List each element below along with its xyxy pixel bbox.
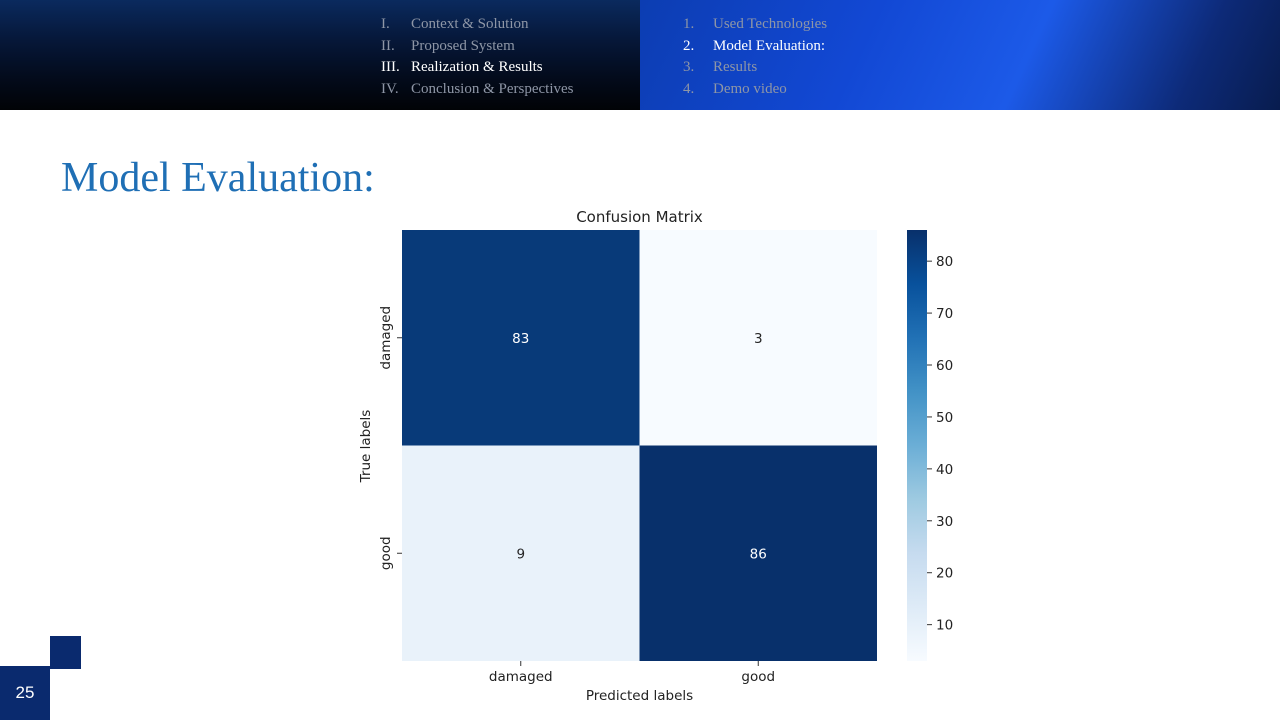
- nav-section-1[interactable]: I. Context & Solution: [381, 14, 573, 36]
- nav-subsection-number: 1.: [683, 16, 695, 32]
- nav-section-label: Context & Solution: [411, 16, 529, 32]
- nav-subsection-number: 4.: [683, 80, 695, 97]
- page-title: Model Evaluation:: [61, 155, 375, 201]
- nav-subsection-number: 3.: [683, 59, 695, 75]
- x-tick-label: good: [741, 669, 775, 685]
- x-axis-ticks: damaged good: [489, 661, 775, 685]
- nav-section-label: Proposed System: [411, 37, 515, 54]
- nav-subsection-label: Model Evaluation:: [713, 37, 826, 54]
- section-nav: I. Context & Solution II. Proposed System …: [381, 14, 573, 100]
- confusion-matrix-chart: Confusion Matrix 83 3 9 86 damaged good dama…: [358, 208, 953, 704]
- x-tick-label: damaged: [489, 669, 553, 685]
- y-tick-label: good: [378, 536, 394, 570]
- nav-section-number: I.: [381, 16, 390, 32]
- x-axis-label: Predicted labels: [586, 688, 693, 704]
- colorbar-ticks: 10 20 30 40 50 60 70 80: [927, 254, 953, 634]
- colorbar-tick-label: 60: [936, 358, 953, 374]
- heatmap-cell: [639, 445, 877, 661]
- nav-subsection-1[interactable]: 1. Used Technologies: [683, 14, 827, 36]
- heatmap-cell: [402, 230, 640, 446]
- colorbar-tick-label: 30: [936, 514, 953, 530]
- chart-title: Confusion Matrix: [576, 208, 703, 226]
- nav-subsection-4[interactable]: 4. Demo video: [683, 79, 827, 101]
- colorbar-tick-label: 20: [936, 566, 953, 582]
- header-right-panel: [640, 0, 1280, 110]
- y-tick-label: damaged: [378, 306, 394, 370]
- nav-subsection-label: Results: [713, 59, 758, 75]
- cell-value-label: 83: [512, 331, 529, 347]
- y-axis-label: True labels: [358, 410, 374, 484]
- nav-section-2[interactable]: II. Proposed System: [381, 36, 573, 58]
- heatmap-cell: [639, 230, 877, 446]
- colorbar-tick-label: 80: [936, 254, 953, 270]
- nav-section-number: II.: [381, 37, 395, 54]
- page-number: 25: [0, 666, 50, 720]
- nav-section-number: IV.: [381, 80, 399, 97]
- cell-value-label: 86: [750, 546, 767, 562]
- nav-section-4[interactable]: IV. Conclusion & Perspectives: [381, 79, 573, 101]
- colorbar-tick-label: 50: [936, 410, 953, 426]
- cell-value-label: 9: [516, 546, 525, 562]
- nav-subsection-label: Demo video: [713, 80, 787, 97]
- heatmap-cells: 83 3 9 86: [402, 230, 877, 661]
- colorbar-tick-label: 40: [936, 462, 953, 478]
- nav-subsection-label: Used Technologies: [713, 16, 828, 32]
- nav-section-3[interactable]: III. Realization & Results: [381, 57, 573, 79]
- nav-section-label: Conclusion & Perspectives: [411, 80, 574, 97]
- nav-subsection-number: 2.: [683, 37, 695, 54]
- heatmap-cell: [402, 445, 640, 661]
- nav-subsection-2[interactable]: 2. Model Evaluation:: [683, 36, 827, 58]
- colorbar: [907, 230, 927, 661]
- nav-section-number: III.: [381, 59, 400, 75]
- cell-value-label: 3: [754, 331, 763, 347]
- decorative-square: [50, 636, 81, 669]
- nav-subsection-3[interactable]: 3. Results: [683, 57, 827, 79]
- y-axis-ticks: damaged good: [378, 306, 402, 570]
- subsection-nav: 1. Used Technologies 2. Model Evaluation: …: [683, 14, 827, 100]
- nav-section-label: Realization & Results: [411, 59, 543, 75]
- colorbar-tick-label: 10: [936, 618, 953, 634]
- colorbar-tick-label: 70: [936, 306, 953, 322]
- header-left-panel: [0, 0, 640, 110]
